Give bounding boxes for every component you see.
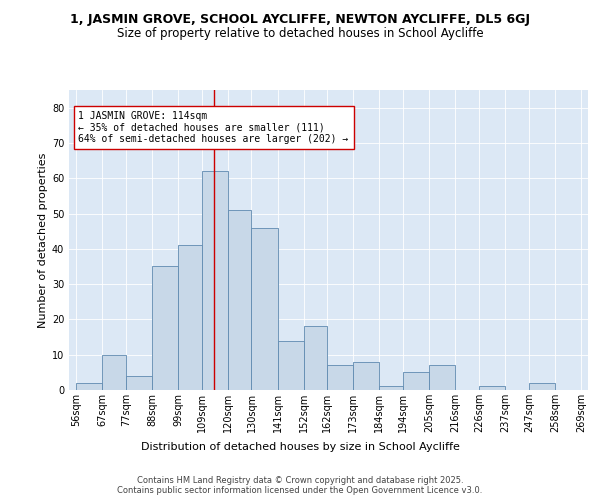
- Text: Distribution of detached houses by size in School Aycliffe: Distribution of detached houses by size …: [140, 442, 460, 452]
- Bar: [228, 210, 251, 390]
- Y-axis label: Number of detached properties: Number of detached properties: [38, 152, 47, 328]
- Bar: [251, 228, 278, 390]
- Bar: [529, 383, 555, 390]
- Bar: [202, 171, 228, 390]
- Text: Contains HM Land Registry data © Crown copyright and database right 2025.
Contai: Contains HM Land Registry data © Crown c…: [118, 476, 482, 495]
- Text: Size of property relative to detached houses in School Aycliffe: Size of property relative to detached ho…: [116, 28, 484, 40]
- Bar: [328, 366, 353, 390]
- Bar: [304, 326, 328, 390]
- Bar: [403, 372, 429, 390]
- Bar: [102, 354, 126, 390]
- Bar: [76, 383, 102, 390]
- Bar: [152, 266, 178, 390]
- Bar: [429, 366, 455, 390]
- Bar: [379, 386, 403, 390]
- Text: 1 JASMIN GROVE: 114sqm
← 35% of detached houses are smaller (111)
64% of semi-de: 1 JASMIN GROVE: 114sqm ← 35% of detached…: [79, 111, 349, 144]
- Text: 1, JASMIN GROVE, SCHOOL AYCLIFFE, NEWTON AYCLIFFE, DL5 6GJ: 1, JASMIN GROVE, SCHOOL AYCLIFFE, NEWTON…: [70, 12, 530, 26]
- Bar: [479, 386, 505, 390]
- Bar: [178, 246, 202, 390]
- Bar: [126, 376, 152, 390]
- Bar: [278, 340, 304, 390]
- Bar: [353, 362, 379, 390]
